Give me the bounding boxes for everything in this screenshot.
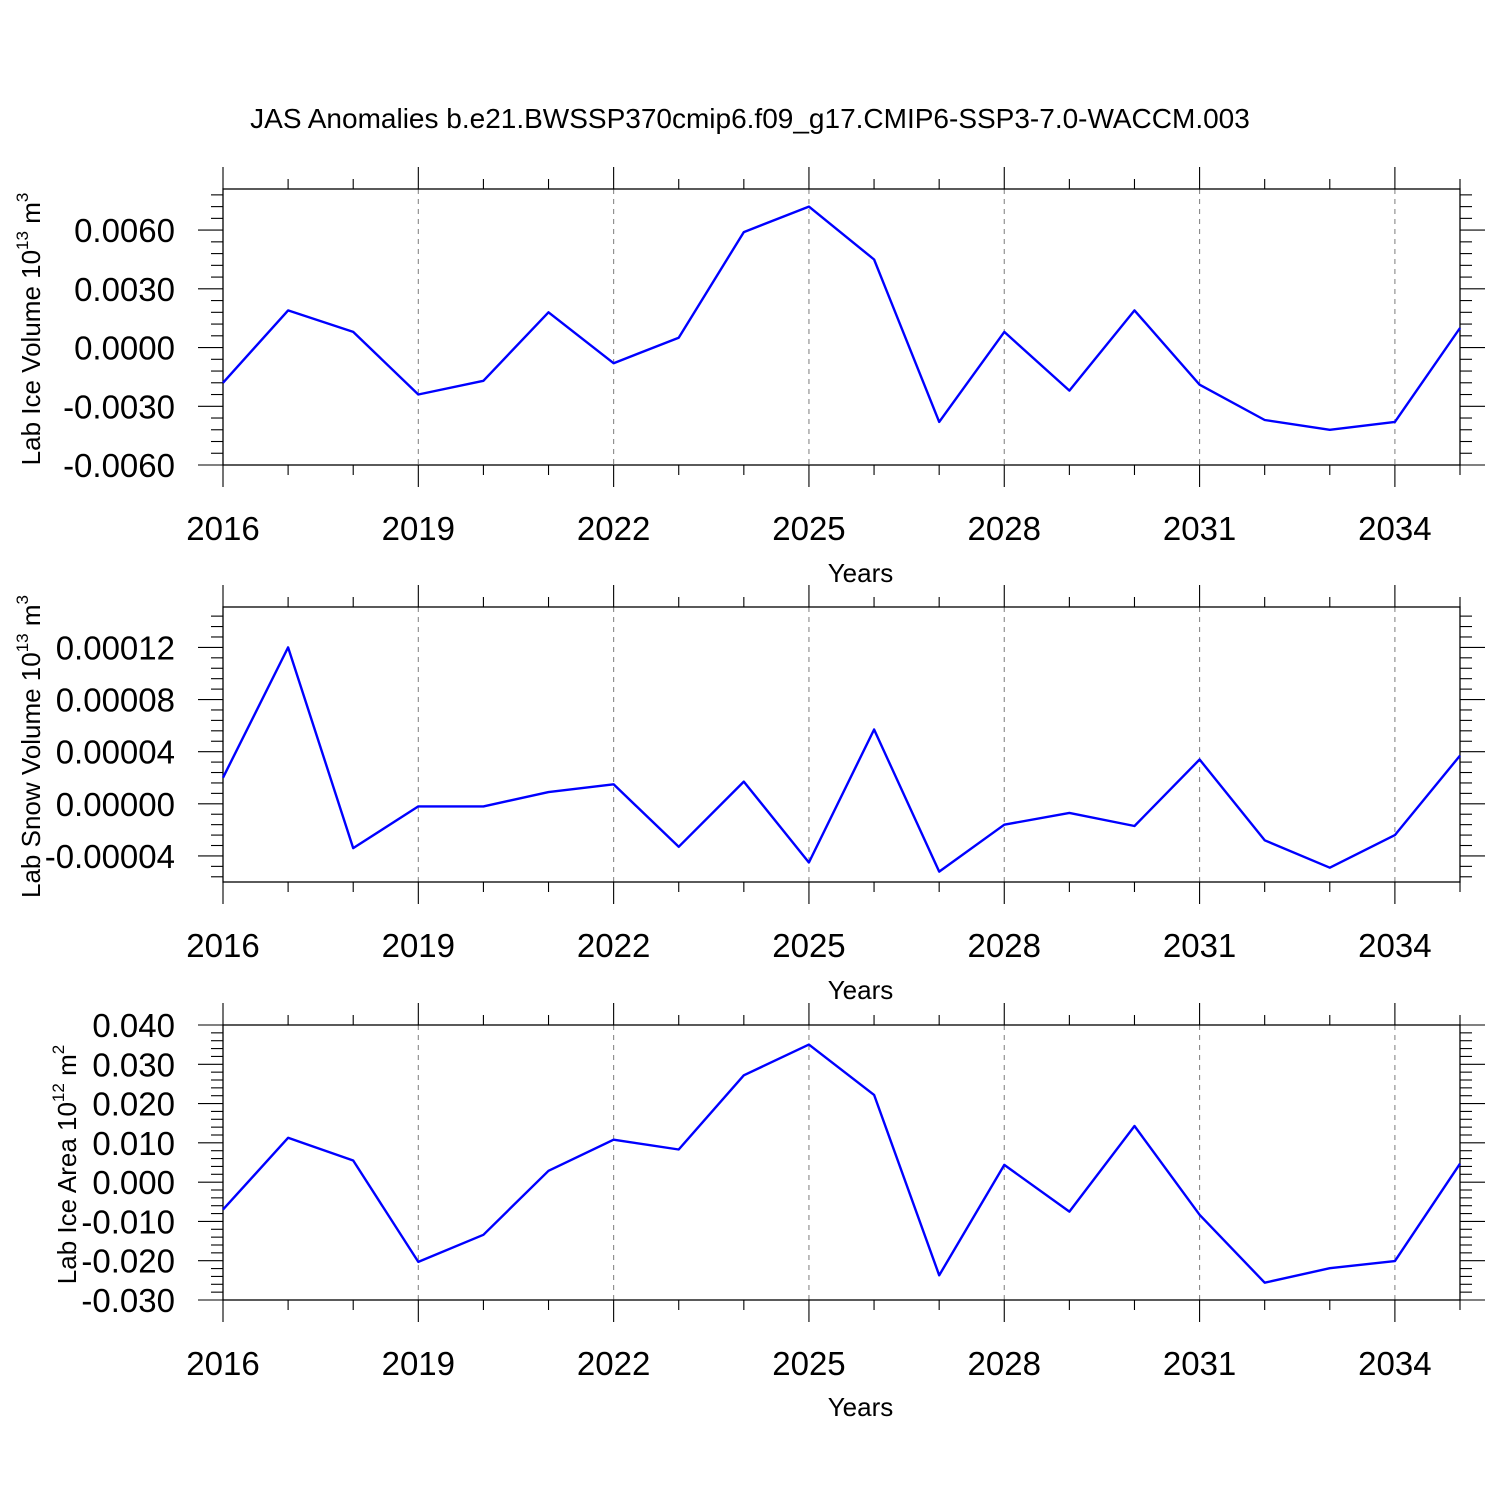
data-series-line — [222, 1043, 1461, 1284]
y-tick-label: 0.010 — [92, 1125, 175, 1162]
x-tick-label: 2034 — [1358, 927, 1431, 964]
x-tick-label: 2028 — [968, 510, 1041, 547]
x-tick-label: 2031 — [1163, 1345, 1236, 1382]
plot-frame — [222, 1024, 1461, 1301]
y-tick-label: 0.0030 — [74, 271, 175, 308]
y-tick-label: 0.030 — [92, 1046, 175, 1083]
y-tick-label: 0.00000 — [56, 786, 175, 823]
x-tick-label: 2022 — [577, 1345, 650, 1382]
x-tick-label: 2031 — [1163, 927, 1236, 964]
data-series-line — [221, 646, 1461, 873]
x-tick-label: 2016 — [186, 1345, 259, 1382]
x-tick-label: 2034 — [1358, 1345, 1431, 1382]
x-tick-label: 2028 — [968, 927, 1041, 964]
x-axis-title: Years — [828, 975, 894, 1005]
x-tick-label: 2031 — [1163, 510, 1236, 547]
plot-frame — [222, 606, 1461, 883]
y-tick-label: 0.000 — [92, 1164, 175, 1201]
y-axis-title: Lab Ice Volume 1013 m3 — [13, 193, 46, 466]
x-tick-label: 2025 — [772, 1345, 845, 1382]
x-tick-label: 2019 — [382, 510, 455, 547]
y-axis-title: Lab Ice Area 1012 m2 — [49, 1045, 82, 1284]
x-tick-label: 2019 — [382, 1345, 455, 1382]
x-tick-label: 2019 — [382, 927, 455, 964]
x-tick-label: 2028 — [968, 1345, 1041, 1382]
x-tick-label: 2025 — [772, 510, 845, 547]
y-tick-label: 0.00004 — [56, 734, 175, 771]
y-tick-label: -0.010 — [81, 1203, 175, 1240]
plot-frame — [222, 188, 1461, 466]
x-tick-label: 2016 — [186, 927, 259, 964]
panels: -0.0060 -0.0030 0.0000 0.0030 0.0060 2016 2019… — [13, 167, 1485, 1422]
data-series-line — [222, 205, 1461, 431]
x-axis-title: Years — [828, 558, 894, 588]
y-tick-label: -0.030 — [81, 1282, 175, 1319]
x-tick-label: 2022 — [577, 510, 650, 547]
y-tick-label: 0.040 — [92, 1007, 175, 1044]
panel-2: -0.00004 0.00000 0.00004 0.00008 0.00012 2016… — [13, 585, 1485, 1005]
y-tick-label: 0.0000 — [74, 330, 175, 367]
panel-1: -0.0060 -0.0030 0.0000 0.0030 0.0060 2016 2019… — [13, 167, 1485, 588]
panel-3: -0.030-0.020-0.0100.0000.0100.0200.0300.… — [49, 1003, 1485, 1422]
x-tick-label: 2022 — [577, 927, 650, 964]
x-tick-label: 2034 — [1358, 510, 1431, 547]
chart-title: JAS Anomalies b.e21.BWSSP370cmip6.f09_g1… — [250, 103, 1250, 134]
y-tick-label: 0.0060 — [74, 212, 175, 249]
x-tick-label: 2016 — [186, 510, 259, 547]
y-tick-label: -0.0060 — [63, 447, 175, 484]
x-axis-title: Years — [828, 1392, 894, 1422]
y-tick-label: 0.00012 — [56, 629, 175, 666]
y-tick-label: -0.00004 — [45, 838, 175, 875]
y-tick-label: -0.020 — [81, 1243, 175, 1280]
x-tick-label: 2025 — [772, 927, 845, 964]
y-tick-label: 0.00008 — [56, 682, 175, 719]
y-tick-label: 0.020 — [92, 1086, 175, 1123]
y-tick-label: -0.0030 — [63, 388, 175, 425]
y-axis-title: Lab Snow Volume 1013 m3 — [13, 595, 46, 898]
